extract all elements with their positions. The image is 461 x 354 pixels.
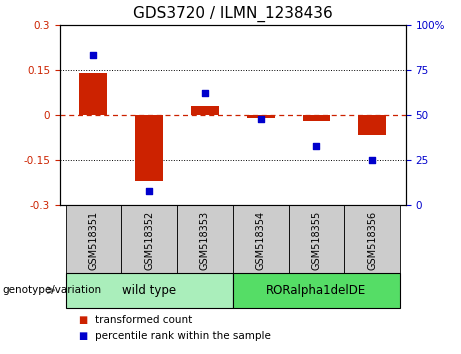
Text: GSM518356: GSM518356 bbox=[367, 211, 377, 270]
Bar bbox=[191, 106, 219, 115]
Bar bbox=[177, 205, 233, 273]
Point bbox=[201, 91, 209, 96]
Point bbox=[90, 53, 97, 58]
Bar bbox=[65, 273, 233, 308]
Bar bbox=[344, 205, 400, 273]
Bar bbox=[135, 115, 163, 181]
Text: transformed count: transformed count bbox=[95, 315, 192, 325]
Title: GDS3720 / ILMN_1238436: GDS3720 / ILMN_1238436 bbox=[133, 6, 333, 22]
Text: GSM518355: GSM518355 bbox=[312, 211, 321, 270]
Text: percentile rank within the sample: percentile rank within the sample bbox=[95, 331, 271, 341]
Text: RORalpha1delDE: RORalpha1delDE bbox=[266, 284, 366, 297]
Point bbox=[313, 143, 320, 149]
Text: GSM518352: GSM518352 bbox=[144, 211, 154, 270]
Text: GSM518353: GSM518353 bbox=[200, 211, 210, 270]
Bar bbox=[358, 115, 386, 135]
Text: GSM518351: GSM518351 bbox=[89, 211, 98, 270]
Bar bbox=[289, 205, 344, 273]
Bar bbox=[302, 115, 331, 121]
Bar bbox=[79, 73, 107, 115]
Text: ■: ■ bbox=[78, 331, 88, 341]
Text: wild type: wild type bbox=[122, 284, 176, 297]
Bar bbox=[65, 205, 121, 273]
Text: genotype/variation: genotype/variation bbox=[2, 285, 101, 295]
Point bbox=[368, 157, 376, 163]
Text: GSM518354: GSM518354 bbox=[256, 211, 266, 270]
Text: ■: ■ bbox=[78, 315, 88, 325]
Bar bbox=[247, 115, 275, 118]
Bar bbox=[233, 273, 400, 308]
Bar bbox=[233, 205, 289, 273]
Bar bbox=[121, 205, 177, 273]
Point bbox=[257, 116, 264, 121]
Point bbox=[146, 188, 153, 194]
